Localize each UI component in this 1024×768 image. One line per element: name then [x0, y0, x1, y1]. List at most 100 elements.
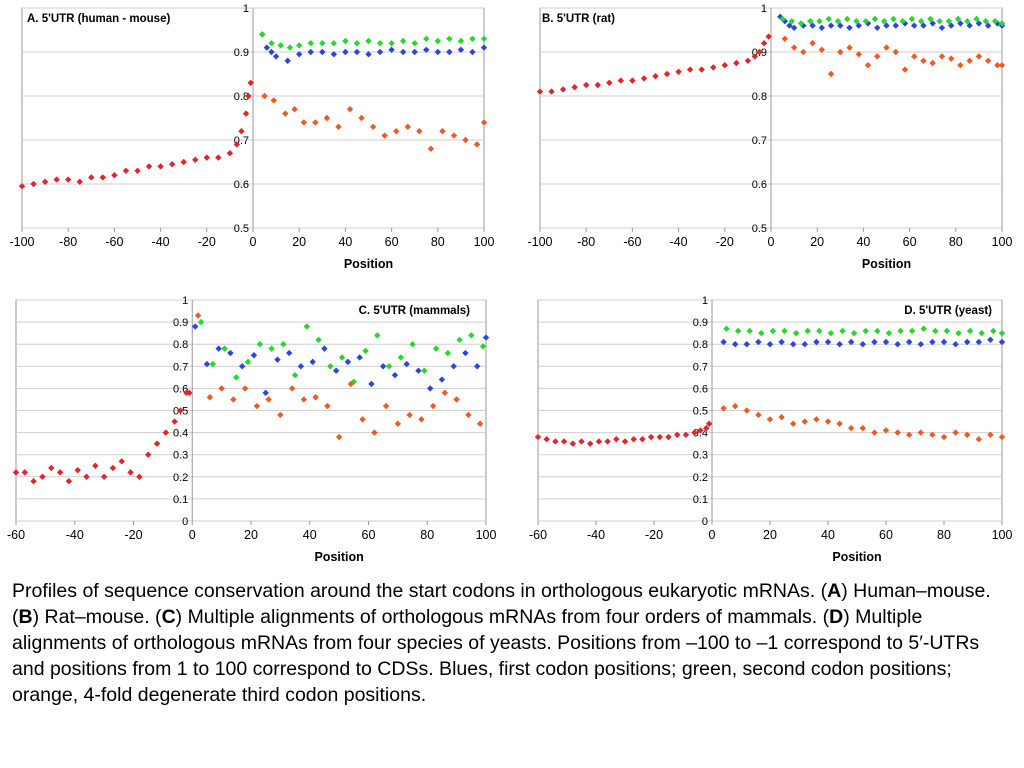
data-point [952, 429, 959, 436]
data-point [911, 22, 918, 29]
data-point [153, 440, 161, 447]
data-point [760, 40, 768, 47]
data-point [385, 363, 393, 370]
data-point [285, 349, 293, 357]
y-tick-label: 0.3 [173, 450, 188, 462]
data-point [111, 172, 118, 179]
data-point [697, 427, 704, 434]
data-point [342, 37, 349, 45]
data-point [391, 371, 399, 379]
data-point [171, 418, 178, 425]
chart-a-svg: 0.50.60.70.80.91-100 -80 -60 -40 -20 0 20 40 60 8… [9, 3, 494, 271]
data-point [416, 128, 423, 135]
x-tick-label: 20 [292, 235, 306, 249]
caption-label-c: C [161, 606, 176, 628]
data-point [319, 48, 326, 56]
data-point [882, 427, 890, 434]
x-tick-label: 80 [420, 528, 434, 542]
data-point [964, 431, 971, 439]
data-point [12, 469, 20, 476]
x-tick-label: -100 [9, 235, 34, 249]
data-point [284, 57, 291, 64]
data-point [813, 338, 820, 346]
y-tick-label: 0.9 [234, 47, 249, 59]
data-point [836, 420, 843, 427]
data-point [943, 327, 951, 335]
data-point [157, 163, 164, 170]
data-point [998, 433, 1006, 441]
x-tick-label: 60 [879, 528, 893, 542]
data-point [908, 327, 916, 335]
data-point [233, 141, 241, 148]
data-point [480, 119, 488, 126]
data-point [901, 66, 909, 73]
data-point [994, 20, 1001, 27]
x-tick-label: 40 [856, 235, 870, 249]
data-point [975, 53, 983, 60]
data-point [473, 141, 481, 148]
data-point [109, 464, 117, 472]
y-tick-label: 0.6 [693, 383, 708, 395]
data-point [247, 79, 254, 86]
data-point [323, 114, 331, 122]
y-tick-label: 0.4 [173, 428, 188, 440]
data-point [41, 178, 49, 185]
data-point [244, 358, 252, 366]
data-point [917, 18, 925, 25]
chart-title: D. 5'UTR (yeast) [904, 305, 992, 317]
data-point [411, 48, 418, 56]
data-point [446, 48, 453, 56]
x-axis-label: Position [862, 257, 911, 271]
data-point [268, 345, 275, 352]
data-point [53, 176, 60, 183]
x-tick-label: -40 [66, 528, 84, 542]
data-point [342, 48, 349, 56]
data-point [766, 416, 774, 423]
data-point [462, 349, 469, 357]
data-point [18, 183, 26, 190]
y-tick-label: 0.9 [173, 317, 188, 329]
data-point [766, 341, 774, 348]
data-point [347, 380, 355, 388]
data-point [441, 389, 449, 397]
data-point [376, 40, 384, 47]
x-tick-label: -40 [152, 235, 170, 249]
data-point [272, 53, 280, 60]
data-point [379, 363, 387, 370]
data-point [468, 332, 475, 339]
data-point [192, 156, 199, 163]
data-point [409, 341, 416, 348]
data-point [434, 48, 441, 56]
data-point [952, 341, 959, 348]
data-point [319, 40, 326, 47]
data-point [261, 92, 268, 100]
data-point [769, 327, 777, 335]
data-point [827, 329, 835, 337]
data-point [825, 15, 832, 23]
y-tick-label: 1 [182, 295, 188, 307]
data-point [48, 464, 55, 472]
y-tick-label: 0.8 [234, 91, 249, 103]
data-point [376, 48, 384, 56]
y-tick-label: 0.5 [693, 406, 708, 418]
data-point [335, 123, 342, 130]
data-point [421, 367, 428, 374]
data-point [230, 396, 237, 403]
x-tick-label: -80 [59, 235, 77, 249]
y-tick-label: 0.8 [752, 91, 767, 103]
data-point [853, 18, 860, 25]
data-point [883, 22, 890, 29]
x-axis-label: Position [314, 550, 363, 564]
data-point [307, 48, 314, 56]
data-point [332, 367, 340, 374]
data-point [723, 325, 730, 332]
data-point [162, 429, 170, 436]
data-point [365, 51, 372, 58]
data-point [282, 110, 289, 117]
data-point [309, 358, 316, 366]
panel-a: 0.5 0.6 0.7 0.8 0.9 1 -100 -80 -60 -40 -20 0 20 40 60 8… [0, 0, 512, 285]
data-point [450, 363, 457, 370]
data-point [987, 431, 994, 439]
data-point [274, 356, 281, 363]
data-point [987, 336, 994, 343]
